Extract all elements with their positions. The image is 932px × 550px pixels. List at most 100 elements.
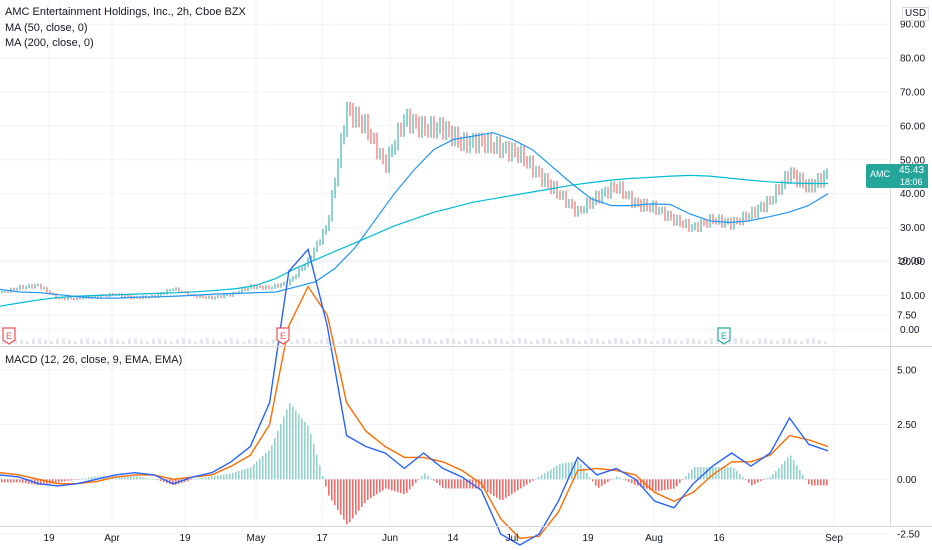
volume-bar xyxy=(680,340,683,344)
histogram-bar xyxy=(331,479,333,501)
volume-bar xyxy=(368,339,371,344)
volume-bar xyxy=(230,338,233,344)
histogram-bar xyxy=(808,479,810,485)
histogram-bar xyxy=(229,473,231,480)
volume-bar xyxy=(446,338,449,344)
histogram-bar xyxy=(298,414,300,480)
histogram-bar xyxy=(823,479,825,486)
volume-bar xyxy=(770,340,773,344)
macd-tick-label: -2.50 xyxy=(897,530,920,541)
currency-label[interactable]: USD xyxy=(902,7,930,21)
volume-bar xyxy=(800,340,803,344)
earnings-marker: E xyxy=(2,327,16,345)
histogram-bar xyxy=(19,479,21,483)
volume-bar xyxy=(212,339,215,344)
histogram-bar xyxy=(745,479,747,480)
volume-bar xyxy=(374,338,377,344)
histogram-bar xyxy=(136,476,138,480)
histogram-bar xyxy=(484,479,486,491)
histogram-bar xyxy=(538,476,540,480)
histogram-bar xyxy=(778,467,780,480)
volume-bar xyxy=(302,338,305,344)
price-axis[interactable]: 0.0010.0020.0030.0040.0050.0060.0070.008… xyxy=(900,20,925,336)
earnings-marker-shape xyxy=(717,327,731,345)
histogram-bar xyxy=(271,445,273,480)
histogram-bar xyxy=(451,479,453,489)
volume-bar xyxy=(98,341,101,344)
histogram-bar xyxy=(97,476,99,480)
ma200-legend[interactable]: MA (200, close, 0) xyxy=(5,37,94,49)
volume-bar xyxy=(644,338,647,344)
volume-bar xyxy=(44,339,47,344)
volume-bar xyxy=(410,341,413,344)
histogram-bar xyxy=(106,476,108,480)
volume-bar xyxy=(464,339,467,344)
histogram-bar xyxy=(754,479,756,484)
histogram-bar xyxy=(490,479,492,494)
histogram-bar xyxy=(259,458,261,480)
earnings-marker-label: E xyxy=(6,331,12,341)
histogram-bar xyxy=(283,416,285,480)
histogram-bar xyxy=(520,479,522,489)
histogram-bar xyxy=(16,479,18,483)
histogram-bar xyxy=(79,478,81,480)
volume-bar xyxy=(812,338,815,344)
volume-bar xyxy=(782,338,785,344)
volume-bar xyxy=(494,338,497,344)
volume-bar xyxy=(752,340,755,344)
volume-bar xyxy=(536,339,539,344)
histogram-bar xyxy=(262,455,264,480)
volume-bar xyxy=(548,338,551,344)
volume-bar xyxy=(806,338,809,344)
macd-axis[interactable]: -2.50 0.00 2.50 5.00 7.50 10.00 xyxy=(897,256,922,541)
histogram-bar xyxy=(460,479,462,489)
histogram-bar xyxy=(772,474,774,480)
histogram-bar xyxy=(664,479,666,491)
volume-bar xyxy=(530,341,533,344)
volume-bar xyxy=(524,338,527,344)
histogram-bar xyxy=(688,472,690,480)
histogram-bar xyxy=(442,479,444,488)
histogram-bar xyxy=(634,479,636,485)
volume-bar xyxy=(758,338,761,344)
histogram-bar xyxy=(511,479,513,495)
histogram-bar xyxy=(817,479,819,486)
histogram-bar xyxy=(373,479,375,497)
histogram-bar xyxy=(205,477,207,480)
volume-bar xyxy=(638,338,641,344)
volume-bar xyxy=(326,338,329,344)
histogram-bar xyxy=(748,479,750,483)
volume-bar xyxy=(506,341,509,344)
histogram-bar xyxy=(544,473,546,480)
volume-bar xyxy=(20,339,23,344)
histogram-bar xyxy=(706,467,708,480)
histogram-bar xyxy=(733,468,735,480)
volume-bar xyxy=(32,338,35,344)
signal-line xyxy=(0,285,829,540)
ma50-legend[interactable]: MA (50, close, 0) xyxy=(5,22,88,34)
price-tick-label: 0.00 xyxy=(900,325,920,336)
histogram-bar xyxy=(130,476,132,480)
histogram-bar xyxy=(349,479,351,523)
histogram-bar xyxy=(253,464,255,480)
histogram-bar xyxy=(523,479,525,487)
earnings-marker-label: E xyxy=(280,331,286,341)
histogram-bar xyxy=(616,476,618,480)
volume-bar xyxy=(440,339,443,344)
earnings-marker-shape xyxy=(2,327,16,345)
volume-bar xyxy=(56,338,59,344)
volume-bar xyxy=(476,338,479,344)
histogram-bar xyxy=(76,479,78,480)
volume-bar xyxy=(260,339,263,344)
ticker-badge: AMC xyxy=(870,169,890,179)
histogram-bar xyxy=(337,479,339,510)
macd-legend[interactable]: MACD (12, 26, close, 9, EMA, EMA) xyxy=(5,354,183,366)
histogram-bar xyxy=(265,453,267,480)
histogram-bar xyxy=(658,479,660,492)
histogram-bar xyxy=(421,476,423,480)
histogram-bar xyxy=(505,479,507,498)
volume-bar xyxy=(560,339,563,344)
time-axis[interactable]: 19 Apr 19 May 17 Jun 14 Jul 19 Aug 16 Sep xyxy=(43,533,843,544)
